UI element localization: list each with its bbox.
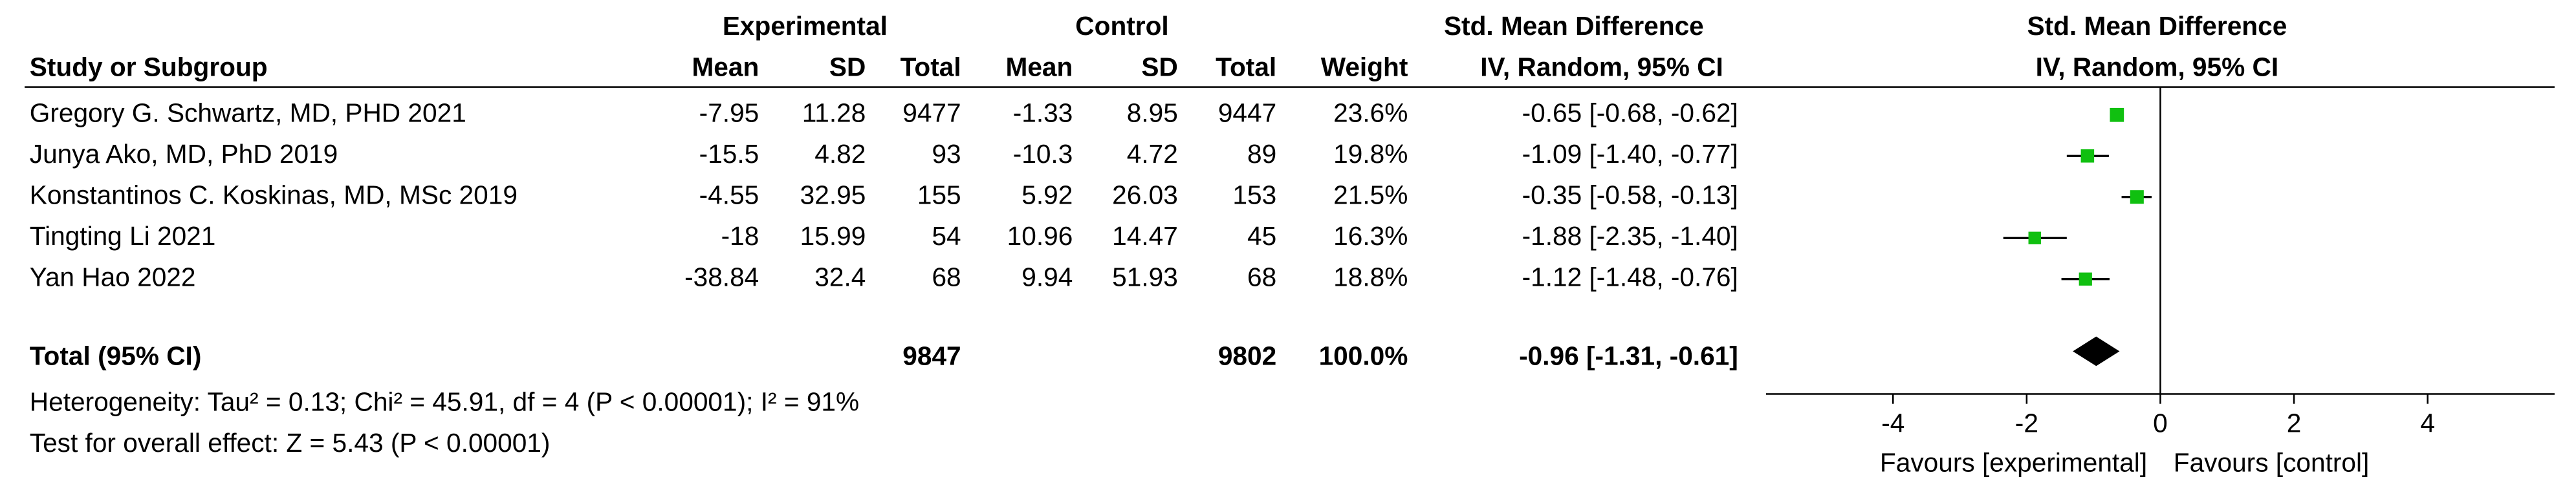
- column-header: SD: [829, 52, 866, 81]
- table-cell: 9.94: [1021, 262, 1073, 292]
- x-tick-label: -4: [1881, 408, 1905, 438]
- x-tick-label: -2: [2015, 408, 2038, 438]
- study-name: Gregory G. Schwartz, MD, PHD 2021: [30, 98, 466, 127]
- column-header: Weight: [1321, 52, 1408, 81]
- effect-marker: [2080, 149, 2095, 163]
- total-cell: 9802: [1218, 341, 1276, 370]
- table-cell: 153: [1232, 180, 1276, 209]
- table-cell: 54: [932, 221, 961, 251]
- table-cell: 155: [917, 180, 961, 209]
- summary-diamond: [2073, 336, 2120, 366]
- effect-marker: [2079, 272, 2092, 286]
- total-ci-label: -0.96 [-1.31, -0.61]: [1519, 341, 1738, 370]
- table-cell: 18.8%: [1333, 262, 1408, 292]
- ci-label: -1.09 [-1.40, -0.77]: [1522, 139, 1738, 169]
- column-header: IV, Random, 95% CI: [1480, 52, 1723, 81]
- table-cell: 19.8%: [1333, 139, 1408, 169]
- table-cell: 51.93: [1112, 262, 1178, 292]
- table-cell: -7.95: [699, 98, 759, 127]
- table-cell: 89: [1247, 139, 1276, 169]
- ci-label: -1.12 [-1.48, -0.76]: [1522, 262, 1738, 292]
- table-cell: 93: [932, 139, 961, 169]
- heterogeneity: Heterogeneity: Tau² = 0.13; Chi² = 45.91…: [30, 387, 859, 416]
- effect-marker: [2028, 231, 2041, 244]
- study-name: Junya Ako, MD, PhD 2019: [30, 139, 338, 169]
- table-cell: 9477: [902, 98, 961, 127]
- table-cell: -4.55: [699, 180, 759, 209]
- table-cell: 9447: [1218, 98, 1276, 127]
- table-cell: 45: [1247, 221, 1276, 251]
- effect-marker: [2110, 107, 2124, 122]
- table-cell: 10.96: [1007, 221, 1073, 251]
- table-cell: 26.03: [1112, 180, 1178, 209]
- column-header: SD: [1141, 52, 1177, 81]
- table-cell: 16.3%: [1333, 221, 1408, 251]
- effect-marker: [2130, 190, 2144, 204]
- effect-header: Std. Mean Difference: [1444, 11, 1704, 41]
- table-cell: 8.95: [1127, 98, 1178, 127]
- table-cell: 68: [1247, 262, 1276, 292]
- table-cell: -15.5: [699, 139, 759, 169]
- table-cell: 4.82: [814, 139, 866, 169]
- table-cell: 11.28: [802, 98, 866, 127]
- table-cell: 15.99: [800, 221, 866, 251]
- plot-subtitle: IV, Random, 95% CI: [2036, 52, 2279, 81]
- table-cell: 5.92: [1021, 180, 1073, 209]
- column-header: Total: [901, 52, 961, 81]
- column-header: Mean: [1005, 52, 1073, 81]
- column-header: Mean: [692, 52, 759, 81]
- table-cell: 68: [932, 262, 961, 292]
- total-cell: 100.0%: [1319, 341, 1408, 370]
- table-cell: -38.84: [684, 262, 759, 292]
- table-cell: 32.4: [814, 262, 866, 292]
- favours-right: Favours [control]: [2174, 447, 2370, 477]
- study-name: Tingting Li 2021: [30, 221, 216, 251]
- table-cell: 32.95: [800, 180, 866, 209]
- ci-label: -0.65 [-0.68, -0.62]: [1522, 98, 1738, 127]
- overall-effect: Test for overall effect: Z = 5.43 (P < 0…: [30, 428, 551, 458]
- column-header: Total: [1216, 52, 1276, 81]
- total-cell: 9847: [902, 341, 961, 370]
- table-cell: 21.5%: [1333, 180, 1408, 209]
- table-cell: -10.3: [1013, 139, 1073, 169]
- table-cell: 23.6%: [1333, 98, 1408, 127]
- x-tick-label: 4: [2420, 408, 2435, 438]
- ci-label: -1.88 [-2.35, -1.40]: [1522, 221, 1738, 251]
- table-cell: 4.72: [1127, 139, 1178, 169]
- group-header: Experimental: [723, 11, 888, 41]
- table-cell: -1.33: [1013, 98, 1073, 127]
- group-header: Control: [1075, 11, 1168, 41]
- favours-left: Favours [experimental]: [1880, 447, 2147, 477]
- plot-title: Std. Mean Difference: [2027, 11, 2287, 41]
- ci-label: -0.35 [-0.58, -0.13]: [1522, 180, 1738, 209]
- table-cell: 14.47: [1112, 221, 1178, 251]
- total-name: Total (95% CI): [30, 341, 202, 370]
- x-tick-label: 2: [2287, 408, 2302, 438]
- study-header: Study or Subgroup: [30, 52, 268, 81]
- table-cell: -18: [721, 221, 759, 251]
- study-name: Konstantinos C. Koskinas, MD, MSc 2019: [30, 180, 518, 209]
- x-tick-label: 0: [2153, 408, 2168, 438]
- study-name: Yan Hao 2022: [30, 262, 196, 292]
